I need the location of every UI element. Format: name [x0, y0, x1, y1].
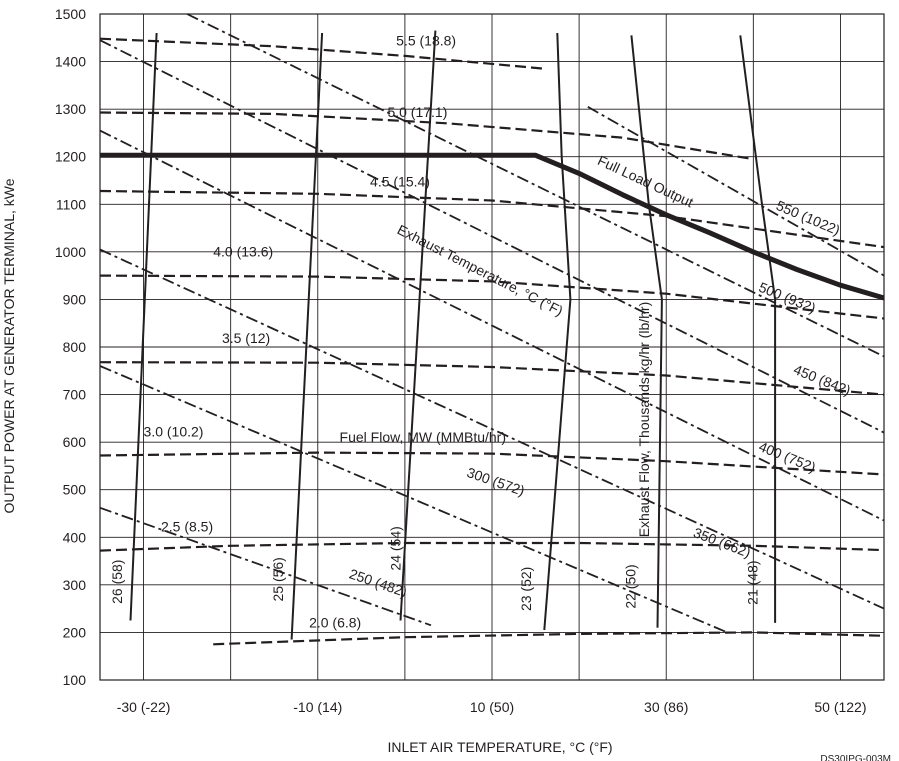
series-line-5-5-18-8 — [99, 37, 545, 70]
series-line-4-0-13-6 — [99, 274, 885, 320]
series-line-3-0-10-2 — [99, 451, 885, 476]
series-label-3-0-10-2: 3.0 (10.2) — [144, 423, 204, 439]
y-axis-title: OUTPUT POWER AT GENERATOR TERMINAL, kWe — [1, 178, 17, 513]
series-label-2-5-8-5: 2.5 (8.5) — [161, 519, 213, 535]
x-tick-label: 50 (122) — [814, 699, 866, 715]
y-tick-label: 1500 — [55, 6, 86, 22]
series-line-25-56 — [290, 32, 324, 640]
y-tick-label: 100 — [63, 672, 87, 688]
series-line-26-58 — [129, 32, 158, 621]
series-label-300-572: 300 (572) — [465, 464, 527, 499]
series-line-250-482 — [99, 506, 432, 627]
series-label-21-48: 21 (48) — [745, 560, 761, 604]
series-line-full-load-output — [100, 152, 885, 301]
y-tick-label: 1100 — [56, 196, 86, 212]
figure-id: DS30IPG-003M — [820, 754, 891, 761]
series-line-21-48 — [739, 35, 777, 623]
series-line-400-752 — [99, 129, 885, 522]
x-tick-label: -30 (-22) — [117, 699, 171, 715]
x-axis-title: INLET AIR TEMPERATURE, °C (°F) — [387, 739, 612, 755]
y-tick-label: 1200 — [55, 149, 86, 165]
series-label-350-662: 350 (662) — [691, 524, 753, 560]
series-group — [99, 13, 885, 646]
series-label-22-50: 22 (50) — [623, 564, 639, 608]
y-tick-label: 300 — [63, 577, 87, 593]
y-tick-label: 500 — [63, 482, 87, 498]
y-tick-label: 200 — [63, 624, 87, 640]
y-tick-label: 1300 — [55, 101, 86, 117]
series-line-23-52 — [543, 32, 572, 631]
series-line-350-662 — [99, 248, 885, 610]
series-label-5-5-18-8: 5.5 (18.8) — [396, 32, 456, 48]
y-tick-label: 800 — [63, 339, 87, 355]
series-label-25-56: 25 (56) — [270, 557, 286, 601]
series-label-400-752: 400 (752) — [757, 438, 819, 475]
fuel-flow-family-label: Fuel Flow, MW (MMBtu/hr) — [340, 429, 506, 445]
series-label-5-0-17-1: 5.0 (17.1) — [387, 104, 447, 120]
y-tick-label: 1400 — [55, 54, 86, 70]
series-line-500-932 — [186, 13, 885, 358]
series-label-3-5-12: 3.5 (12) — [222, 330, 270, 346]
series-line-3-5-12 — [99, 361, 885, 396]
curve-labels: 2.0 (6.8) 2.5 (8.5) 3.0 (10.2) 3.5 (12) 4.0 … — [109, 32, 853, 630]
series-line-450-842 — [99, 39, 885, 434]
y-tick-label: 700 — [63, 387, 87, 403]
y-tick-label: 400 — [63, 529, 87, 545]
series-line-300-572 — [99, 365, 728, 634]
grid — [100, 13, 884, 681]
series-label-23-52: 23 (52) — [518, 567, 534, 611]
series-line-2-0-6-8 — [213, 631, 885, 646]
plot-frame — [99, 13, 885, 681]
series-label-24-54: 24 (54) — [388, 526, 404, 570]
series-label-2-0-6-8: 2.0 (6.8) — [309, 615, 361, 631]
y-tick-label: 600 — [63, 434, 87, 450]
series-line-22-50 — [630, 35, 663, 628]
series-label-450-842: 450 (842) — [791, 361, 853, 398]
series-label-4-5-15-4: 4.5 (15.4) — [370, 174, 430, 190]
x-tick-label: 30 (86) — [644, 699, 688, 715]
series-label-4-0-13-6: 4.0 (13.6) — [213, 244, 273, 260]
series-line-550-1022 — [587, 106, 885, 277]
series-line-24-54 — [399, 30, 437, 621]
y-tick-label: 1000 — [55, 244, 86, 260]
series-label-full-load-output: Full Load Output — [595, 152, 696, 210]
series-line-5-0-17-1 — [99, 111, 754, 161]
x-tick-label: 10 (50) — [470, 699, 514, 715]
series-line-4-5-15-4 — [99, 189, 885, 249]
exhaust-flow-family-label: Exhaust Flow, Thousands kg/hr (lb/hr) — [636, 302, 652, 538]
y-tick-label: 900 — [63, 291, 87, 307]
series-label-26-58: 26 (58) — [109, 560, 125, 604]
x-tick-label: -10 (14) — [293, 699, 342, 715]
